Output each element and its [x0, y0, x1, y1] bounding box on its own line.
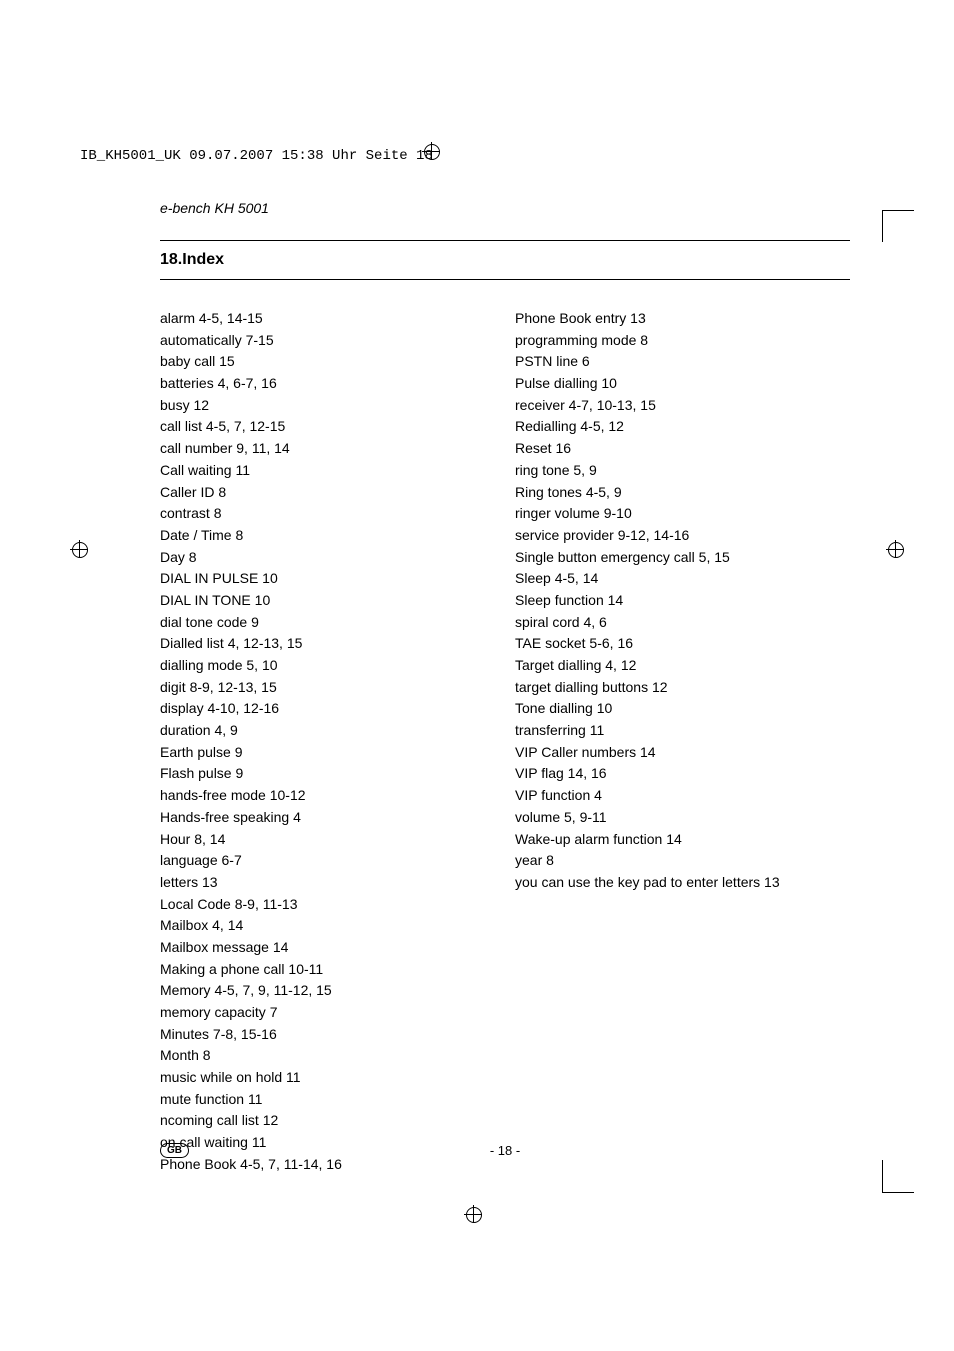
index-entry: ring tone 5, 9 [515, 460, 850, 482]
index-entry: Reset 16 [515, 438, 850, 460]
index-entry: display 4-10, 12-16 [160, 698, 495, 720]
index-entry: busy 12 [160, 395, 495, 417]
index-entry: TAE socket 5-6, 16 [515, 633, 850, 655]
index-entry: spiral cord 4, 6 [515, 612, 850, 634]
index-entry: Month 8 [160, 1045, 495, 1067]
index-entry: mute function 11 [160, 1089, 495, 1111]
index-entry: Call waiting 11 [160, 460, 495, 482]
index-entry: DIAL IN PULSE 10 [160, 568, 495, 590]
index-entry: Day 8 [160, 547, 495, 569]
page-number: - 18 - [490, 1143, 520, 1158]
index-entry: call list 4-5, 7, 12-15 [160, 416, 495, 438]
index-col-2: Phone Book entry 13programming mode 8PST… [515, 308, 850, 1176]
index-entry: automatically 7-15 [160, 330, 495, 352]
index-entry: Wake-up alarm function 14 [515, 829, 850, 851]
lang-badge: GB [160, 1143, 189, 1158]
registration-mark-icon [464, 1205, 482, 1228]
index-entry: Tone dialling 10 [515, 698, 850, 720]
index-entry: music while on hold 11 [160, 1067, 495, 1089]
index-entry: you can use the key pad to enter letters… [515, 872, 850, 894]
index-entry: year 8 [515, 850, 850, 872]
rule [160, 240, 850, 241]
index-entry: service provider 9-12, 14-16 [515, 525, 850, 547]
index-entry: baby call 15 [160, 351, 495, 373]
index-entry: hands-free mode 10-12 [160, 785, 495, 807]
index-entry: Hands-free speaking 4 [160, 807, 495, 829]
section-title: 18.Index [160, 251, 850, 269]
index-entry: Redialling 4-5, 12 [515, 416, 850, 438]
rule [160, 279, 850, 280]
index-entry: batteries 4, 6-7, 16 [160, 373, 495, 395]
printmark-line: IB_KH5001_UK 09.07.2007 15:38 Uhr Seite … [80, 148, 433, 164]
index-entry: letters 13 [160, 872, 495, 894]
index-entry: Making a phone call 10-11 [160, 959, 495, 981]
index-entry: Local Code 8-9, 11-13 [160, 894, 495, 916]
index-entry: Sleep 4-5, 14 [515, 568, 850, 590]
registration-mark-icon [70, 540, 88, 563]
index-entry: Date / Time 8 [160, 525, 495, 547]
index-entry: ringer volume 9-10 [515, 503, 850, 525]
index-columns: alarm 4-5, 14-15automatically 7-15baby c… [160, 308, 850, 1176]
index-entry: VIP function 4 [515, 785, 850, 807]
index-entry: dial tone code 9 [160, 612, 495, 634]
registration-mark-icon [886, 540, 904, 563]
index-entry: Phone Book entry 13 [515, 308, 850, 330]
printmark-text: IB_KH5001_UK 09.07.2007 15:38 Uhr Seite … [80, 148, 433, 164]
index-entry: programming mode 8 [515, 330, 850, 352]
index-entry: alarm 4-5, 14-15 [160, 308, 495, 330]
index-entry: Pulse dialling 10 [515, 373, 850, 395]
index-entry: PSTN line 6 [515, 351, 850, 373]
index-entry: dialling mode 5, 10 [160, 655, 495, 677]
index-entry: volume 5, 9-11 [515, 807, 850, 829]
index-entry: Dialled list 4, 12-13, 15 [160, 633, 495, 655]
index-entry: ncoming call list 12 [160, 1110, 495, 1132]
index-entry: DIAL IN TONE 10 [160, 590, 495, 612]
index-entry: contrast 8 [160, 503, 495, 525]
index-entry: digit 8-9, 12-13, 15 [160, 677, 495, 699]
index-entry: Single button emergency call 5, 15 [515, 547, 850, 569]
index-entry: Minutes 7-8, 15-16 [160, 1024, 495, 1046]
index-entry: Caller ID 8 [160, 482, 495, 504]
index-entry: Hour 8, 14 [160, 829, 495, 851]
index-entry: Mailbox message 14 [160, 937, 495, 959]
index-entry: Target dialling 4, 12 [515, 655, 850, 677]
registration-mark-icon [422, 142, 440, 165]
index-entry: Ring tones 4-5, 9 [515, 482, 850, 504]
index-entry: call number 9, 11, 14 [160, 438, 495, 460]
index-entry: language 6-7 [160, 850, 495, 872]
index-entry: VIP flag 14, 16 [515, 763, 850, 785]
page-footer: GB - 18 - [160, 1143, 850, 1158]
index-entry: target dialling buttons 12 [515, 677, 850, 699]
index-entry: duration 4, 9 [160, 720, 495, 742]
product-name: e-bench KH 5001 [160, 200, 850, 216]
index-entry: transferring 11 [515, 720, 850, 742]
index-entry: VIP Caller numbers 14 [515, 742, 850, 764]
page-content: e-bench KH 5001 18.Index alarm 4-5, 14-1… [160, 200, 850, 1176]
index-entry: memory capacity 7 [160, 1002, 495, 1024]
index-col-1: alarm 4-5, 14-15automatically 7-15baby c… [160, 308, 495, 1176]
index-entry: Mailbox 4, 14 [160, 915, 495, 937]
index-entry: Earth pulse 9 [160, 742, 495, 764]
index-entry: Sleep function 14 [515, 590, 850, 612]
index-entry: Flash pulse 9 [160, 763, 495, 785]
index-entry: Memory 4-5, 7, 9, 11-12, 15 [160, 980, 495, 1002]
index-entry: receiver 4-7, 10-13, 15 [515, 395, 850, 417]
